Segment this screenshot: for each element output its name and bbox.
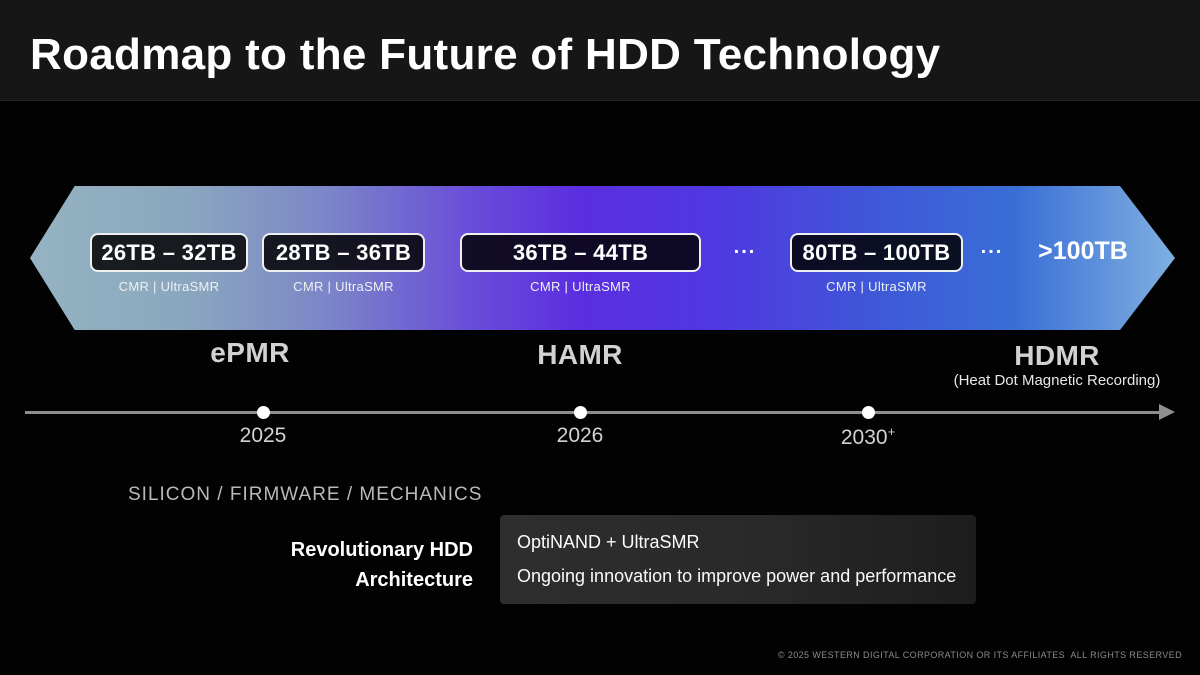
timeline-dot-2025 — [257, 406, 270, 419]
capacity-box-4: 80TB – 100TB — [790, 233, 963, 272]
timeline-line — [25, 411, 1162, 414]
capacity-box-3: 36TB – 44TB — [460, 233, 701, 272]
tech-label-epmr: ePMR — [210, 337, 290, 368]
timeline-dot-2026 — [574, 406, 587, 419]
tech-label-hdmr-subtitle: (Heat Dot Magnetic Recording) — [953, 372, 1161, 389]
recording-label-1: CMR | UltraSMR — [118, 279, 220, 294]
timeline-year-2026: 2026 — [556, 424, 604, 447]
capacity-box-2: 28TB – 36TB — [262, 233, 425, 272]
optinand-ultrasmr-label: OptiNAND + UltraSMR — [517, 532, 700, 552]
timeline-year-2030-base: 2030 — [840, 426, 888, 449]
header: Roadmap to the Future of HDD Technology — [0, 0, 1200, 101]
arch-line-2: Architecture — [355, 569, 473, 591]
capacity-range: 28TB – 36TB — [275, 239, 412, 265]
ellipsis-2: ... — [980, 236, 1004, 258]
timeline-year-2030: 2030+ — [808, 424, 928, 450]
capacity-range: 26TB – 32TB — [101, 239, 237, 265]
capacity-range: 36TB – 44TB — [512, 239, 649, 265]
capacity-range: 80TB – 100TB — [802, 239, 951, 265]
ellipsis-1: ... — [733, 236, 757, 258]
tech-label-hdmr: HDMR — [1014, 340, 1100, 371]
page-title: Roadmap to the Future of HDD Technology — [30, 30, 941, 79]
revolutionary-hdd-architecture-label: Revolutionary HDD Architecture — [230, 535, 473, 595]
timeline-year-2030-plus: + — [887, 424, 896, 439]
timeline-year-2025: 2025 — [239, 424, 287, 447]
ongoing-innovation-label: Ongoing innovation to improve power and … — [517, 566, 957, 586]
timeline-dot-2030 — [862, 406, 875, 419]
recording-label-2: CMR | UltraSMR — [293, 279, 394, 294]
capacity-box-1: 26TB – 32TB — [90, 233, 248, 272]
recording-label-3: CMR | UltraSMR — [530, 279, 631, 294]
recording-label-4: CMR | UltraSMR — [826, 279, 927, 294]
copyright-notice: © 2025 WESTERN DIGITAL CORPORATION OR IT… — [777, 650, 1182, 660]
silicon-firmware-mechanics-label: SILICON / FIRMWARE / MECHANICS — [128, 484, 483, 505]
timeline-arrowhead-icon — [1159, 404, 1175, 420]
future-capacity: >100TB — [1038, 237, 1128, 265]
architecture-detail-panel: OptiNAND + UltraSMR Ongoing innovation t… — [500, 515, 976, 604]
arch-line-1: Revolutionary HDD — [290, 539, 473, 561]
tech-label-hamr: HAMR — [537, 339, 623, 370]
